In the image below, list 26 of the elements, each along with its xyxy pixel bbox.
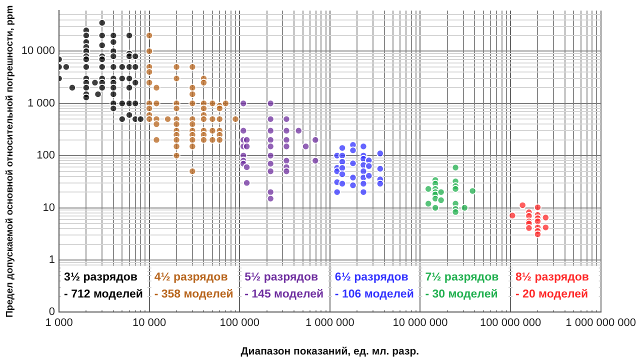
y-tick-label: 10 000 [21, 45, 56, 58]
text: 4½ разрядов [154, 271, 228, 284]
y-tick-label: 1 000 [28, 97, 56, 110]
text: 5½ разрядов [244, 271, 318, 284]
x-tick-label: 10 000 000 [392, 316, 448, 329]
x-tick-label: 10 000 [132, 316, 166, 329]
text: 6½ разрядов [334, 271, 408, 284]
x-tick-label: 100 000 000 [480, 316, 542, 329]
annotation: - 20 моделей [516, 288, 588, 300]
annotation: - 358 моделей [154, 288, 234, 300]
y-tick-label: 100 [36, 150, 56, 162]
text: 8½ разрядов [516, 271, 589, 284]
text: 3½ разрядов [64, 271, 138, 284]
y-axis-title: Предел допускаемой основной относительной погрешности, ppm [4, 5, 16, 318]
text: 7½ разрядов [425, 271, 499, 284]
annotation: - 30 моделей [425, 288, 498, 300]
annotation: - 106 моделей [334, 288, 414, 300]
y-tick-label: 1 [48, 254, 56, 266]
y-tick-label: 10 [42, 202, 56, 214]
annotation: - 145 моделей [244, 288, 324, 300]
y-tick-label: 0 [48, 306, 56, 318]
x-axis-title: Диапазон показаний, ед. мл. разр. [240, 346, 420, 358]
x-tick-label: 1 000 000 [305, 316, 354, 329]
annotation: - 712 моделей [64, 288, 143, 300]
x-tick-label: 1 000 000 000 [566, 316, 636, 329]
x-tick-label: 100 000 [220, 316, 260, 329]
